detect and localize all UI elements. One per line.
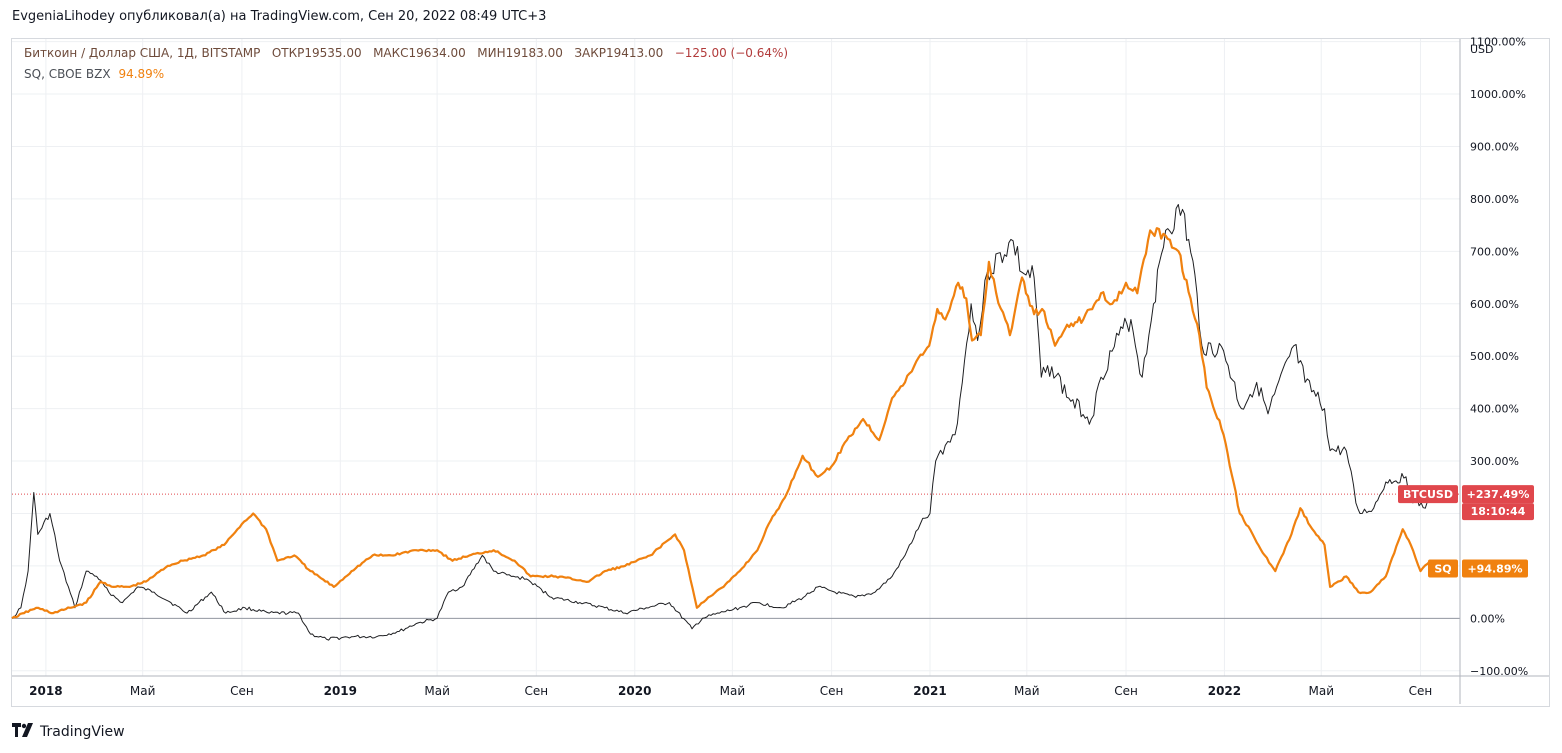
x-tick-label: Сен xyxy=(1114,684,1138,698)
y-tick-label: 700.00% xyxy=(1470,245,1519,258)
sq-value-badge: +94.89% xyxy=(1467,563,1522,576)
y-tick-label: 0.00% xyxy=(1470,612,1505,625)
sq-value-badge-bg xyxy=(1462,559,1528,578)
x-tick-label: Май xyxy=(720,684,746,698)
legend-change: −125.00 (−0.64%) xyxy=(674,46,789,60)
y-axis-unit-label: USD xyxy=(1470,43,1494,56)
y-tick-label: 800.00% xyxy=(1470,193,1519,206)
zero-baseline xyxy=(12,493,1460,619)
price-badges: BTCUSD +237.49% 18:10:44 SQ +94.89% xyxy=(1398,485,1534,578)
legend-high: МАКС19634.00 xyxy=(373,46,466,60)
y-tick-label: 1000.00% xyxy=(1470,88,1526,101)
axes: 1100.00% 1000.00% 900.00% 800.00% 700.00% 600… xyxy=(12,36,1549,704)
footer-brand[interactable]: TradingView xyxy=(12,722,125,741)
legend-open: ОТКР19535.00 xyxy=(271,46,362,60)
y-tick-label: 900.00% xyxy=(1470,140,1519,153)
y-tick-label: 300.00% xyxy=(1470,455,1519,468)
main-symbol-legend: Биткоин / Доллар США, 1Д, BITSTAMP ОТКР1… xyxy=(24,46,788,60)
sq-name-badge: SQ xyxy=(1434,563,1451,576)
x-tick-label: Май xyxy=(424,684,450,698)
btcusd-name-badge-bg xyxy=(1398,485,1458,504)
x-tick-label: Сен xyxy=(1409,684,1433,698)
btcusd-countdown-badge: 18:10:44 xyxy=(1471,505,1526,518)
chart-frame xyxy=(11,38,1550,707)
x-tick-label: 2020 xyxy=(618,684,651,698)
tradingview-logo-icon xyxy=(12,722,34,741)
btcusd-value-badge: +237.49% xyxy=(1467,488,1530,501)
x-tick-label: Сен xyxy=(230,684,254,698)
legend-low: МИН19183.00 xyxy=(477,46,563,60)
legend-close: ЗАКР19413.00 xyxy=(574,46,664,60)
x-tick-label: Сен xyxy=(820,684,844,698)
x-tick-label: Май xyxy=(130,684,156,698)
y-tick-label: 1100.00% xyxy=(1470,36,1526,49)
x-tick-label: 2019 xyxy=(324,684,357,698)
btcusd-name-badge: BTCUSD xyxy=(1403,488,1453,501)
y-tick-label: 500.00% xyxy=(1470,350,1519,363)
x-tick-label: Май xyxy=(1308,684,1334,698)
sq-series-line[interactable] xyxy=(11,227,1436,620)
published-by-line: EvgeniaLihodey опубликовал(а) на Trading… xyxy=(12,9,547,24)
brand-name: TradingView xyxy=(40,723,125,740)
btcusd-value-badge-bg xyxy=(1462,485,1534,504)
btcusd-countdown-badge-bg xyxy=(1462,503,1534,521)
y-tick-label: −100.00% xyxy=(1470,665,1528,678)
legend-compare-value: 94.89% xyxy=(118,67,165,81)
x-tick-label: 2021 xyxy=(913,684,946,698)
x-tick-label: 2022 xyxy=(1208,684,1241,698)
sq-name-badge-bg xyxy=(1428,559,1458,578)
x-tick-label: Май xyxy=(1014,684,1040,698)
legend-symbol: Биткоин / Доллар США, 1Д, BITSTAMP xyxy=(24,46,261,60)
y-tick-label: 600.00% xyxy=(1470,298,1519,311)
y-tick-label: 400.00% xyxy=(1470,403,1519,416)
compare-symbol-legend[interactable]: SQ, CBOE BZX 94.89% xyxy=(24,67,164,81)
btcusd-series-line[interactable] xyxy=(11,204,1436,641)
gridlines xyxy=(12,39,1460,676)
x-tick-label: 2018 xyxy=(29,684,62,698)
legend-compare-symbol: SQ, CBOE BZX xyxy=(24,67,111,81)
x-tick-label: Сен xyxy=(525,684,549,698)
series-lines xyxy=(11,204,1436,641)
